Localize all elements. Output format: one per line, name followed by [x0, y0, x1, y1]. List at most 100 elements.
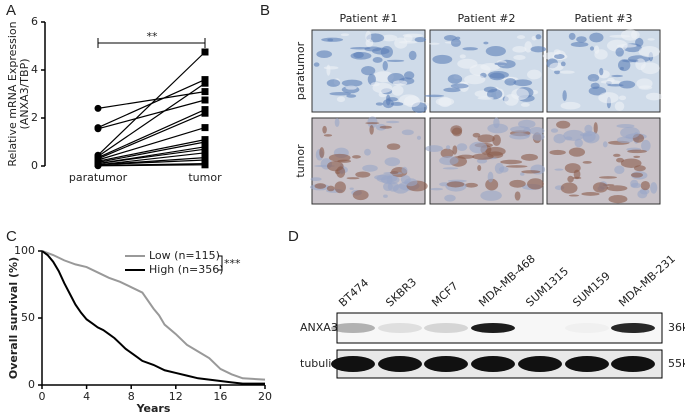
tissue-blob	[487, 171, 494, 183]
tissue-blob	[618, 80, 636, 89]
tissue-blob	[381, 34, 398, 42]
tissue-blob	[408, 50, 417, 61]
row-label: paratumor	[294, 41, 307, 100]
x-tick-label: tumor	[188, 171, 222, 184]
tissue-blob	[372, 56, 383, 63]
tissue-blob	[323, 134, 333, 137]
tissue-blob	[328, 153, 351, 162]
tissue-blob	[365, 122, 380, 125]
x-tick-label: 12	[169, 390, 183, 403]
band	[611, 356, 655, 372]
tissue-blob	[570, 41, 589, 47]
tissue-blob	[640, 180, 650, 191]
tumor-point	[201, 106, 209, 114]
tissue-blob	[636, 78, 653, 89]
tissue-blob	[477, 96, 494, 100]
tissue-blob	[589, 32, 604, 43]
y-tick-label: 2	[31, 111, 38, 124]
tissue-blob	[494, 162, 505, 174]
tissue-blob	[609, 34, 631, 38]
pair-line	[97, 99, 206, 130]
tissue-blob	[446, 181, 465, 188]
tissue-blob	[535, 34, 542, 40]
tissue-blob	[615, 47, 624, 57]
tissue-blob	[563, 129, 585, 141]
tissue-blob	[485, 146, 506, 156]
tissue-blob	[326, 79, 341, 87]
blot-size-label: 55kD	[668, 357, 685, 370]
tissue-blob	[326, 185, 335, 192]
tissue-blob	[404, 178, 418, 187]
tissue-blob	[375, 102, 384, 106]
tissue-blob	[365, 39, 374, 48]
tumor-point	[201, 96, 209, 104]
tissue-blob	[553, 133, 566, 144]
y-tick-label: 4	[31, 63, 38, 76]
tissue-blob	[614, 101, 625, 111]
tissue-blob	[382, 60, 388, 71]
panel-letter: B	[260, 2, 270, 19]
tissue-blob	[638, 46, 660, 58]
tissue-blob	[559, 70, 575, 74]
tissue-blob	[364, 148, 371, 156]
tissue-blob	[313, 62, 320, 67]
tissue-blob	[346, 94, 357, 98]
tissue-blob	[616, 136, 634, 144]
tissue-blob	[355, 171, 371, 178]
pair-line	[97, 164, 206, 167]
tissue-blob	[509, 179, 526, 188]
y-tick-label: 6	[31, 15, 38, 28]
y-tick-label: 50	[21, 311, 35, 324]
tissue-blob	[582, 160, 592, 164]
panel-letter: D	[288, 228, 299, 245]
tissue-blob	[594, 45, 600, 54]
tissue-blob	[401, 166, 408, 174]
tissue-blob	[450, 38, 461, 47]
tissue-blob	[529, 126, 545, 135]
tissue-blob	[581, 192, 600, 196]
tissue-blob	[462, 47, 478, 51]
tissue-blob	[573, 169, 581, 179]
tissue-blob	[386, 143, 401, 150]
tissue-blob	[613, 153, 621, 157]
tissue-blob	[568, 194, 580, 197]
tissue-blob	[447, 74, 463, 84]
band	[565, 323, 609, 333]
tissue-blob	[334, 118, 340, 127]
tissue-blob	[384, 157, 401, 167]
tissue-blob	[403, 71, 415, 80]
tissue-blob	[477, 134, 495, 143]
paratumor-point	[94, 125, 102, 133]
tissue-blob	[608, 194, 628, 204]
tissue-blob	[398, 40, 418, 44]
tissue-blob	[372, 82, 393, 94]
tissue-blob	[403, 95, 421, 108]
pair-line	[97, 51, 206, 156]
tissue-blob	[362, 164, 378, 172]
tissue-blob	[457, 154, 475, 159]
lane-label: SUM159	[570, 269, 613, 309]
tissue-blob	[633, 165, 646, 172]
tissue-blob	[560, 61, 566, 67]
tumor-point	[201, 124, 209, 132]
pair-line	[97, 141, 206, 163]
pair-line	[97, 152, 206, 166]
tissue-blob	[326, 64, 331, 76]
band	[471, 356, 515, 372]
tissue-blob	[451, 127, 463, 137]
pair-line	[97, 159, 206, 166]
tissue-blob	[440, 148, 454, 159]
tissue-blob	[550, 128, 559, 133]
lane-label: SUM1315	[523, 265, 571, 310]
column-header: Patient #2	[457, 12, 515, 25]
tissue-blob	[593, 122, 598, 134]
tissue-blob	[590, 82, 600, 90]
tumor-point	[201, 48, 209, 56]
tissue-blob	[510, 126, 531, 133]
tissue-blob	[432, 54, 453, 64]
tissue-blob	[505, 165, 528, 168]
tissue-blob	[630, 30, 638, 39]
tissue-blob	[598, 176, 618, 179]
tissue-blob	[489, 72, 505, 81]
